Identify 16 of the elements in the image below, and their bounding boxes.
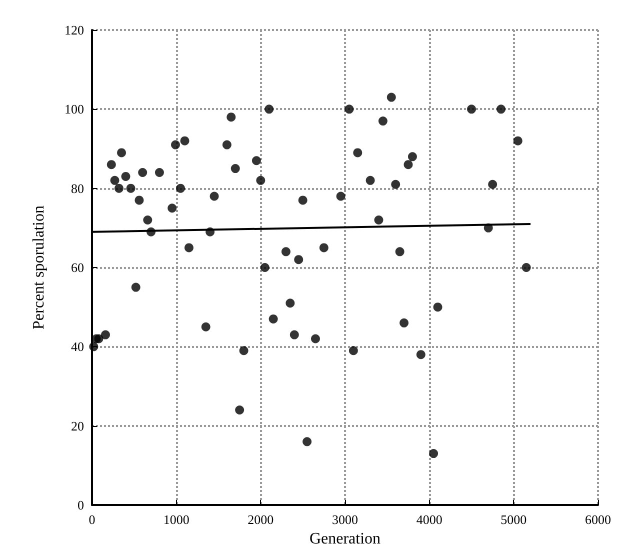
y-tick-label: 60 [71, 260, 84, 275]
y-tick-label: 20 [71, 418, 84, 434]
y-tick-label: 40 [71, 339, 84, 354]
x-tick-label: 1000 [163, 512, 190, 527]
y-tick-label: 100 [64, 102, 84, 117]
x-tick-label: 4000 [416, 512, 442, 527]
y-tick-label: 0 [78, 498, 84, 512]
x-tick-label: 5000 [500, 512, 527, 527]
x-axis-title: Generation [309, 530, 381, 548]
x-tick-label: 6000 [585, 512, 611, 527]
x-tick-label: 3000 [332, 512, 358, 527]
x-tick-label: 2000 [248, 512, 274, 527]
y-tick-label: 80 [71, 180, 84, 196]
y-axis-title: Percent sporulation [30, 206, 48, 330]
y-tick-label: 120 [64, 22, 84, 38]
x-tick-label: 0 [88, 512, 96, 527]
